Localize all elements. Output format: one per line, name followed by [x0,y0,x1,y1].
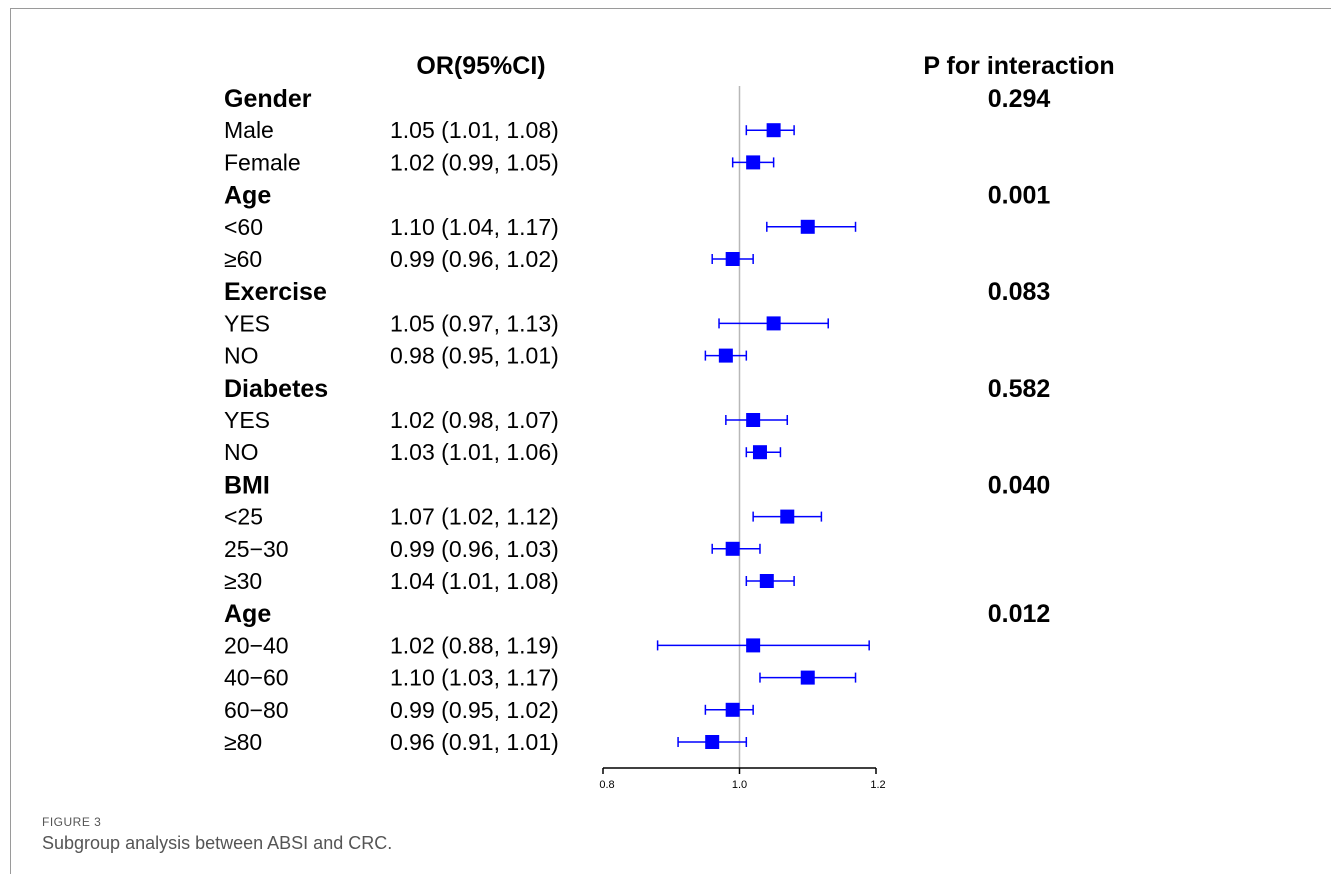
subgroup-label: 40−60 [224,665,289,691]
or-point-marker [780,509,795,524]
or-point-marker [718,348,733,363]
or-point-marker [766,316,781,331]
or-point-marker [800,219,815,234]
subgroup-label: YES [224,310,270,336]
p-value: 0.040 [988,471,1051,499]
or-point-marker [746,413,761,427]
forest-plot: OR(95%CI) P for interaction Gender 0.294 M… [224,52,1115,791]
p-value: 0.083 [988,278,1051,306]
frame-left-border [10,8,11,874]
figure-label: FIGURE 3 [42,815,102,829]
p-value: 0.001 [988,182,1051,210]
subgroup-label: <60 [224,214,263,240]
x-axis: 0.8 1.0 1.2 [599,767,886,791]
or-estimate-text: 1.10 (1.04, 1.17) [390,214,559,240]
or-estimate-text: 1.07 (1.02, 1.12) [390,504,559,530]
subgroup-label: NO [224,343,259,369]
or-point-marker [759,574,774,588]
or-estimate-text: 0.99 (0.95, 1.02) [390,697,559,723]
or-estimate-text: 1.05 (0.97, 1.13) [390,310,559,336]
x-tick-label: 1.0 [732,779,747,791]
p-value: 0.294 [988,85,1051,113]
or-estimate-text: 0.96 (0.91, 1.01) [390,729,559,755]
subgroup-label: ≥60 [224,246,262,272]
or-estimate-text: 1.05 (1.01, 1.08) [390,117,559,143]
or-estimate-text: 1.10 (1.03, 1.17) [390,665,559,691]
subgroup-label: 20−40 [224,632,289,658]
subgroup-label: 25−30 [224,536,289,562]
or-estimate-text: 0.99 (0.96, 1.03) [390,536,559,562]
or-estimate-text: 1.03 (1.01, 1.06) [390,439,559,465]
x-tick-label: 0.8 [599,779,614,791]
or-estimate-text: 0.98 (0.95, 1.01) [390,343,559,369]
group-label: Age [224,600,271,628]
forest-rows: Gender 0.294 Male 1.05 (1.01, 1.08) Female 1.… [224,85,1050,768]
subgroup-label: <25 [224,504,263,530]
subgroup-label: ≥30 [224,568,262,594]
subgroup-label: 60−80 [224,697,289,723]
or-point-marker [746,155,761,170]
subgroup-label: ≥80 [224,729,262,755]
or-estimate-text: 1.04 (1.01, 1.08) [390,568,559,594]
or-estimate-text: 0.99 (0.96, 1.02) [390,246,559,272]
or-point-marker [725,252,740,266]
group-label: BMI [224,471,270,499]
or-point-marker [705,735,720,749]
subgroup-label: NO [224,439,259,465]
group-label: Age [224,182,271,210]
or-point-marker [800,670,815,685]
figure-caption: Subgroup analysis between ABSI and CRC. [42,833,393,853]
x-tick-label: 1.2 [870,779,885,791]
group-label: Gender [224,85,312,113]
or-point-marker [766,123,781,138]
estimate-column-header: OR(95%CI) [416,52,545,80]
subgroup-label: Male [224,117,274,143]
subgroup-label: YES [224,407,270,433]
or-point-marker [725,541,740,556]
subgroup-label: Female [224,149,301,175]
or-point-marker [752,445,767,460]
or-point-marker [725,702,740,717]
p-value: 0.582 [988,375,1051,403]
or-point-marker [746,638,761,653]
or-estimate-text: 1.02 (0.98, 1.07) [390,407,559,433]
group-label: Exercise [224,278,327,306]
p-column-header: P for interaction [923,52,1114,80]
p-value: 0.012 [988,600,1051,628]
or-estimate-text: 1.02 (0.99, 1.05) [390,149,559,175]
or-estimate-text: 1.02 (0.88, 1.19) [390,632,559,658]
frame-top-border [10,8,1331,9]
group-label: Diabetes [224,375,328,403]
